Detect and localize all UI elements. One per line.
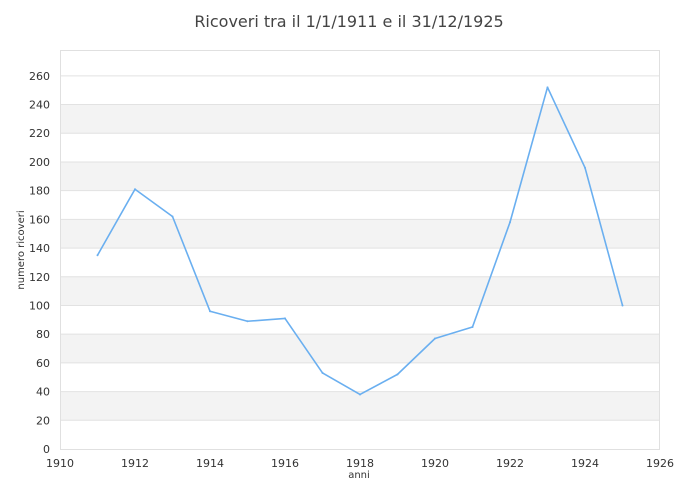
chart-title: Ricoveri tra il 1/1/1911 e il 31/12/1925 xyxy=(194,12,503,31)
grid-band xyxy=(60,161,660,191)
y-tick-label: 20 xyxy=(36,414,50,427)
data-point xyxy=(434,337,436,340)
grid-band xyxy=(60,334,660,363)
x-tick-label: 1926 xyxy=(646,457,674,470)
data-point xyxy=(396,373,399,376)
y-tick-label: 80 xyxy=(36,328,50,341)
x-tick-label: 1924 xyxy=(571,457,599,470)
x-tick-label: 1914 xyxy=(196,457,224,470)
data-point xyxy=(471,326,474,329)
x-tick-label: 1912 xyxy=(121,457,149,470)
y-tick-label: 260 xyxy=(29,70,50,83)
grid-band xyxy=(60,104,660,134)
y-tick-label: 100 xyxy=(29,299,50,312)
plot-border xyxy=(60,50,660,450)
data-point xyxy=(584,166,586,169)
data-point xyxy=(321,371,324,374)
data-point xyxy=(284,317,286,320)
x-tick-label: 1916 xyxy=(271,457,299,470)
grid-band xyxy=(60,219,660,249)
x-tick-label: 1922 xyxy=(496,457,524,470)
y-tick-label: 200 xyxy=(29,156,50,169)
x-tick-label: 1918 xyxy=(346,457,374,470)
data-point xyxy=(359,393,361,396)
data-point xyxy=(96,254,99,257)
data-point xyxy=(209,310,211,313)
x-tick-label: 1920 xyxy=(421,457,449,470)
y-tick-label: 160 xyxy=(29,213,50,226)
data-point xyxy=(246,320,249,323)
data-point xyxy=(134,188,136,191)
y-tick-label: 220 xyxy=(29,127,50,140)
y-tick-label: 240 xyxy=(29,99,50,112)
data-point xyxy=(509,221,511,224)
x-tick-label: 1910 xyxy=(46,457,74,470)
data-point xyxy=(546,86,549,89)
y-tick-label: 0 xyxy=(43,443,50,456)
y-tick-label: 180 xyxy=(29,185,50,198)
data-point xyxy=(621,304,624,307)
grid-band xyxy=(60,391,660,421)
y-tick-label: 60 xyxy=(36,357,50,370)
x-axis-label: anni xyxy=(348,470,370,481)
y-axis-label: numero ricoveri xyxy=(16,210,27,289)
y-tick-label: 40 xyxy=(36,386,50,399)
grid-band xyxy=(60,276,660,306)
y-tick-label: 120 xyxy=(29,271,50,284)
y-tick-label: 140 xyxy=(29,242,50,255)
data-point xyxy=(171,215,174,218)
